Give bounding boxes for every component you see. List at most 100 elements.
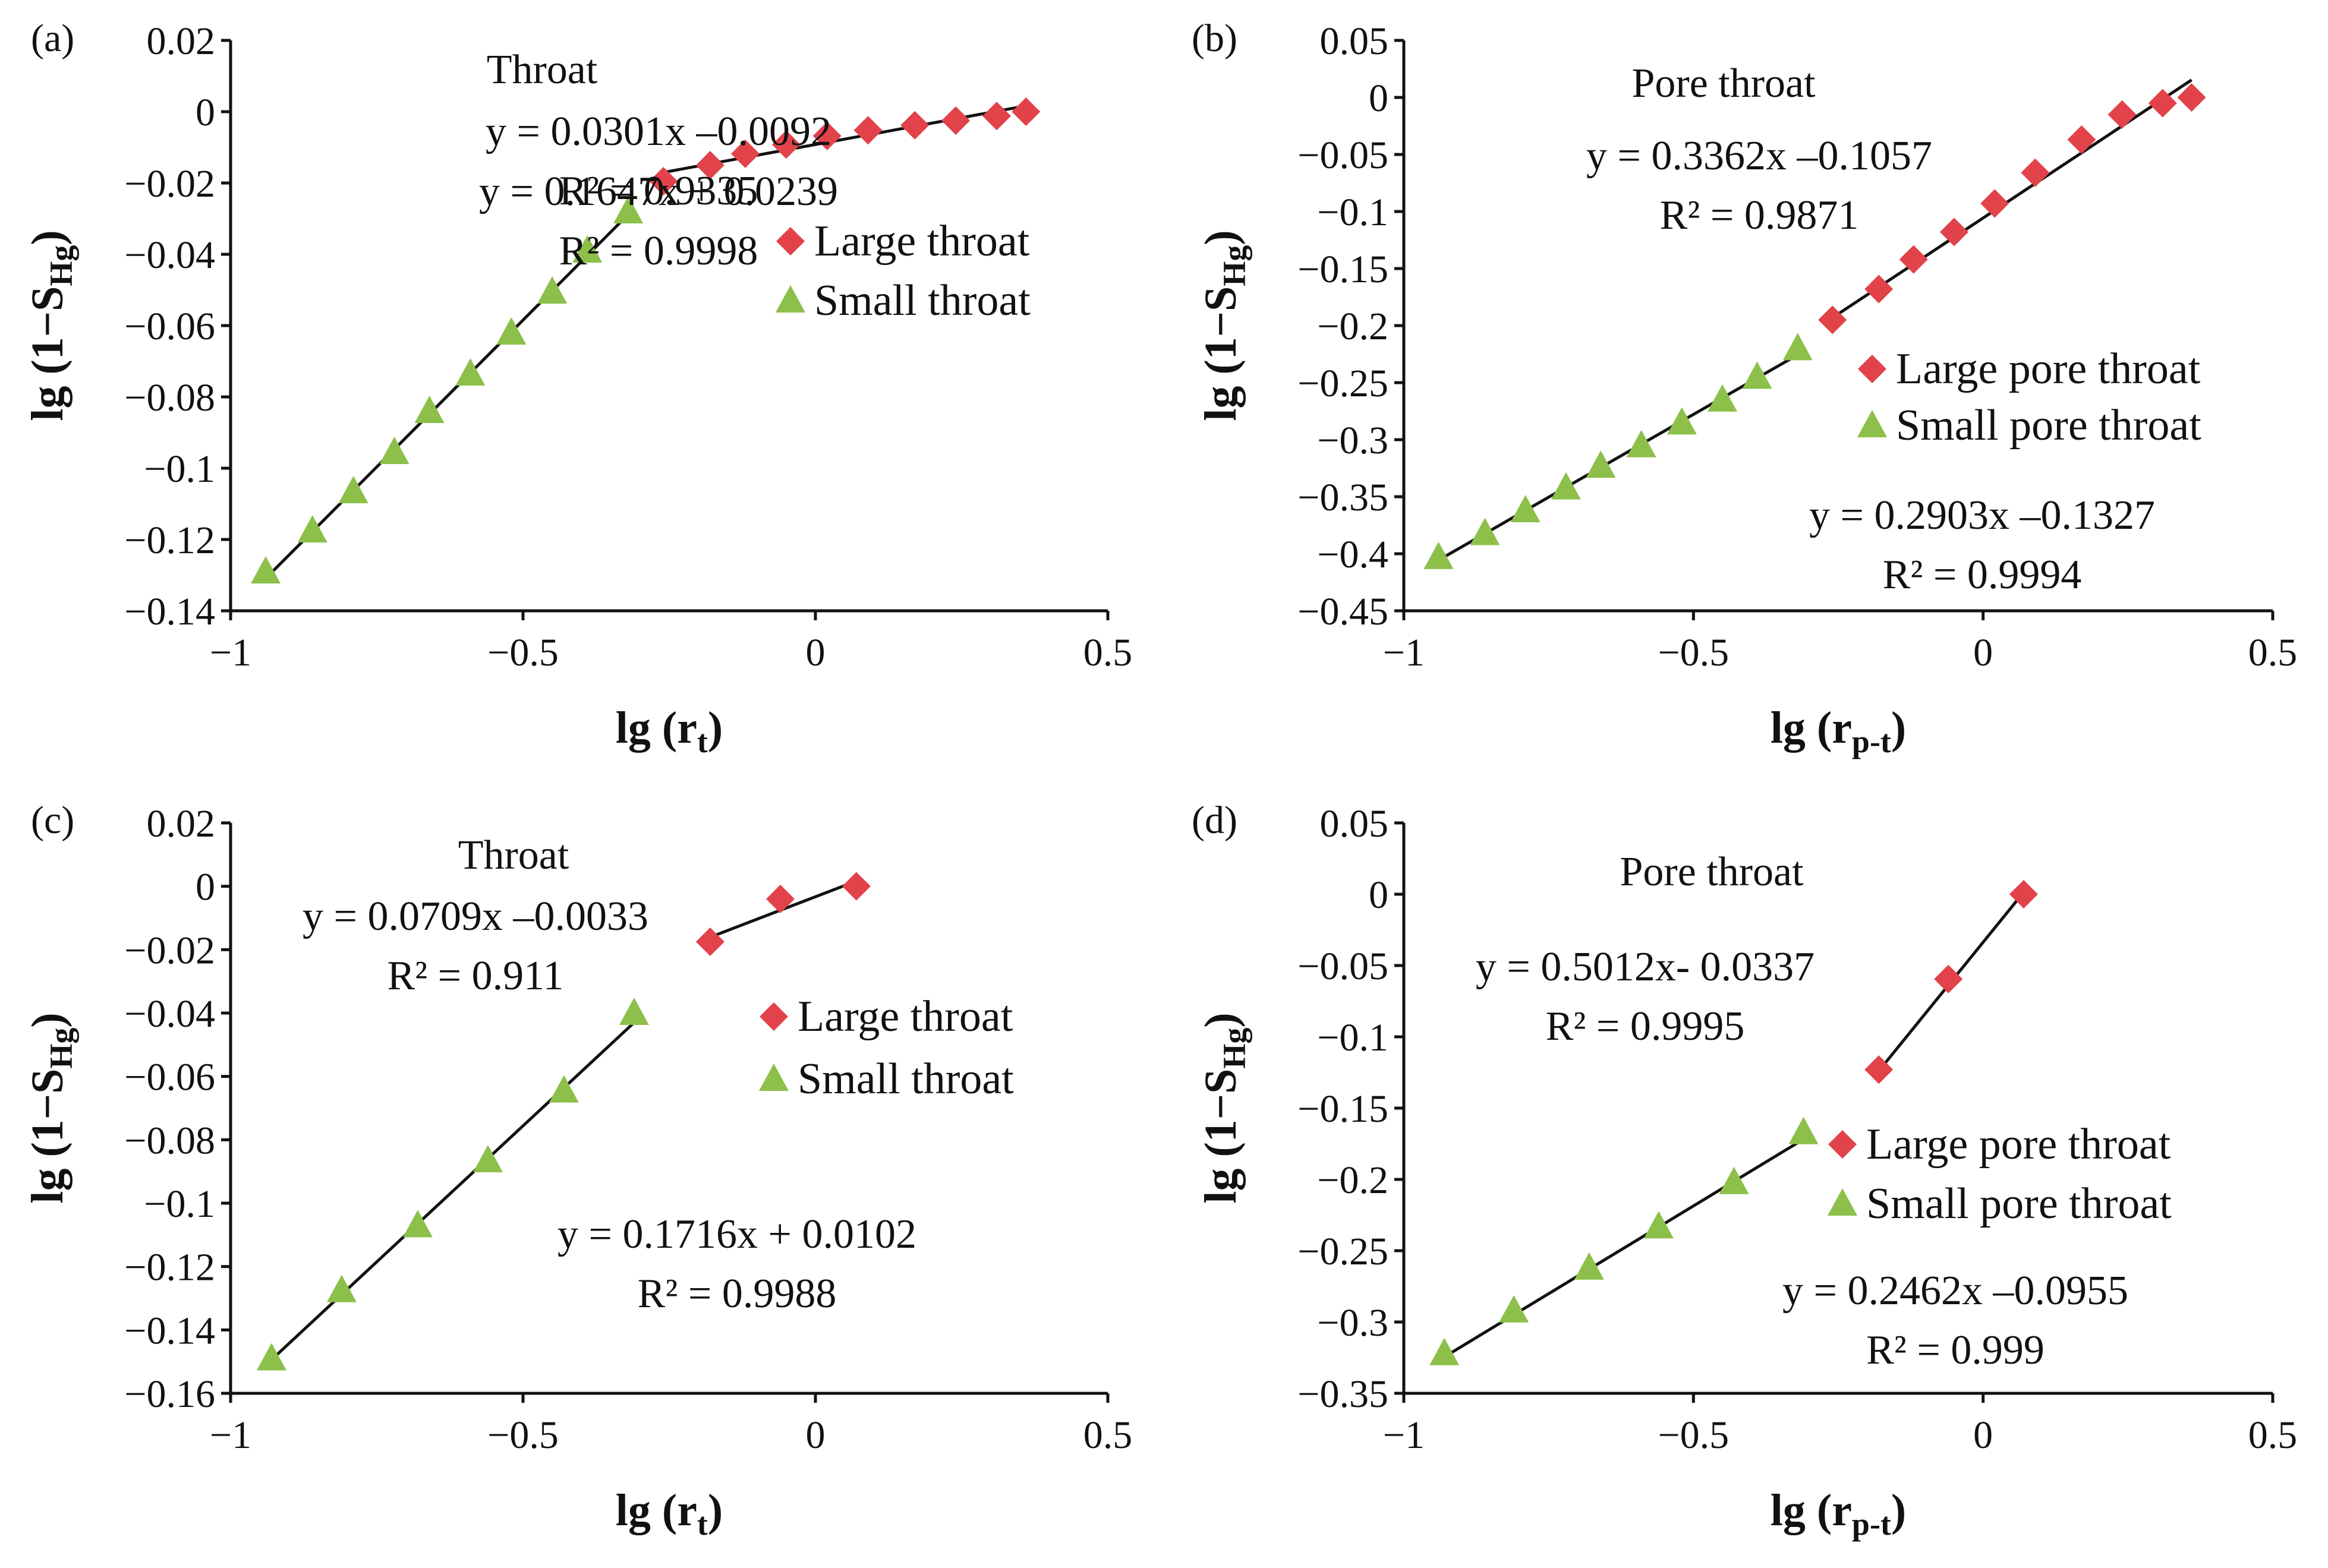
panel-label: (c) — [31, 799, 74, 842]
y-tick-label: 0 — [1369, 77, 1388, 120]
legend-label-small: Small pore throat — [1896, 401, 2201, 450]
r2-large: R² = 0.911 — [387, 953, 563, 999]
y-tick-label: −0.1 — [144, 447, 215, 491]
legend-marker-small — [1828, 1188, 1857, 1216]
y-tick-label: −0.1 — [144, 1182, 215, 1226]
data-point-small — [1719, 1166, 1749, 1194]
data-point-small — [1788, 1116, 1819, 1144]
y-tick-label: −0.2 — [1317, 305, 1388, 348]
data-point-large — [2177, 83, 2206, 112]
data-point-small — [1499, 1295, 1529, 1323]
legend-label-small: Small throat — [814, 276, 1031, 325]
data-point-large — [1818, 305, 1847, 335]
x-tick-label: 0.5 — [1083, 1414, 1133, 1457]
equation-small: y = 0.1647x + 0.0239 — [479, 169, 838, 214]
data-point-small — [251, 556, 281, 583]
r2-small: R² = 0.9994 — [1883, 552, 2082, 598]
equation-small: y = 0.2462x –0.0955 — [1782, 1268, 2128, 1314]
data-point-small — [256, 1343, 286, 1371]
x-tick-label: −0.5 — [1658, 631, 1729, 674]
y-tick-label: −0.12 — [124, 519, 215, 562]
y-tick-label: −0.06 — [124, 305, 215, 348]
y-tick-label: 0.02 — [147, 802, 216, 845]
y-tick-label: −0.16 — [124, 1373, 215, 1416]
x-tick-label: 0 — [1973, 631, 1993, 674]
data-point-large — [695, 927, 724, 956]
panel-label: (a) — [31, 17, 74, 60]
data-point-large — [2009, 880, 2038, 908]
y-tick-label: −0.08 — [124, 1119, 215, 1162]
data-point-small — [1742, 361, 1772, 389]
data-point-large — [1864, 1055, 1894, 1084]
y-tick-label: −0.25 — [1297, 362, 1388, 405]
x-tick-label: 0 — [1973, 1414, 1993, 1457]
data-point-small — [1626, 430, 1656, 458]
fit-line-large — [1831, 78, 2192, 319]
panel-label: (d) — [1192, 799, 1237, 842]
legend-marker-small — [776, 285, 805, 313]
y-tick-label: −0.14 — [124, 590, 215, 633]
data-point-large — [2021, 158, 2050, 187]
y-tick-label: −0.15 — [1297, 1087, 1388, 1131]
data-point-large — [695, 151, 724, 179]
data-point-large — [982, 102, 1012, 131]
y-tick-label: −0.1 — [1317, 191, 1388, 234]
r2-large: R² = 0.9335 — [559, 168, 758, 214]
data-point-small — [297, 515, 327, 542]
chart-panel-b: 0.05 0 −0.05 −0.1 −0.15 −0.2 −0.25 −0.3 −0.35 −0.… — [1192, 17, 2297, 759]
data-point-large — [1899, 245, 1928, 274]
data-point-small — [338, 476, 368, 503]
y-tick-label: −0.04 — [124, 992, 215, 1036]
data-point-large — [1934, 964, 1963, 993]
panel-title: Pore throat — [1631, 61, 1816, 106]
r2-small: R² = 0.9988 — [638, 1271, 837, 1317]
y-tick-label: −0.1 — [1317, 1016, 1388, 1059]
panel-title: Pore throat — [1620, 849, 1804, 895]
data-point-small — [1551, 472, 1581, 500]
x-axis-title: lg (rp-t) — [1771, 703, 1906, 759]
legend-marker-small — [759, 1064, 789, 1091]
data-point-small — [1574, 1252, 1604, 1280]
y-tick-label: −0.3 — [1317, 1301, 1388, 1345]
y-tick-label: 0.05 — [1320, 20, 1389, 63]
data-point-large — [1939, 217, 1968, 247]
legend-label-small: Small throat — [798, 1055, 1014, 1103]
data-point-small — [1423, 541, 1454, 569]
y-tick-label: −0.35 — [1297, 476, 1388, 519]
x-axis-title: lg (rt) — [616, 1485, 723, 1542]
r2-small: R² = 0.9998 — [559, 228, 758, 274]
legend-marker-large — [760, 1002, 788, 1031]
y-axis-title: lg (1−SHg) — [1196, 1012, 1252, 1203]
data-point-small — [1708, 384, 1738, 412]
data-point-small — [472, 1145, 503, 1172]
data-point-small — [537, 276, 568, 304]
data-point-small — [1782, 333, 1813, 361]
legend-marker-large — [776, 227, 805, 255]
x-tick-label: 0 — [806, 1414, 826, 1457]
equation-large: y = 0.5012x- 0.0337 — [1476, 944, 1814, 990]
data-point-large — [812, 121, 842, 150]
x-tick-label: −1 — [1383, 1414, 1425, 1457]
y-axis-title: lg (1−SHg) — [1196, 230, 1252, 421]
data-point-small — [1586, 450, 1616, 478]
x-tick-label: 0.5 — [2248, 1414, 2298, 1457]
fit-line-small — [264, 213, 629, 580]
x-axis-title: lg (rp-t) — [1771, 1485, 1906, 1542]
data-point-large — [766, 885, 795, 913]
x-tick-label: 0.5 — [2248, 631, 2298, 674]
y-tick-label: −0.35 — [1297, 1373, 1388, 1416]
fit-line-small — [1443, 1138, 1804, 1358]
y-tick-label: −0.02 — [124, 929, 215, 972]
data-point-small — [402, 1210, 433, 1238]
equation-large: y = 0.0301x –0.0092 — [486, 109, 831, 154]
y-tick-label: −0.4 — [1317, 533, 1388, 576]
r2-large: R² = 0.9871 — [1660, 193, 1859, 238]
y-tick-label: 0 — [196, 866, 215, 909]
y-tick-label: 0 — [196, 91, 215, 134]
x-tick-label: −0.5 — [487, 631, 559, 674]
fit-line-small — [270, 1021, 635, 1361]
data-point-large — [1980, 189, 2009, 218]
r2-large: R² = 0.9995 — [1546, 1004, 1745, 1049]
data-point-small — [619, 998, 649, 1025]
